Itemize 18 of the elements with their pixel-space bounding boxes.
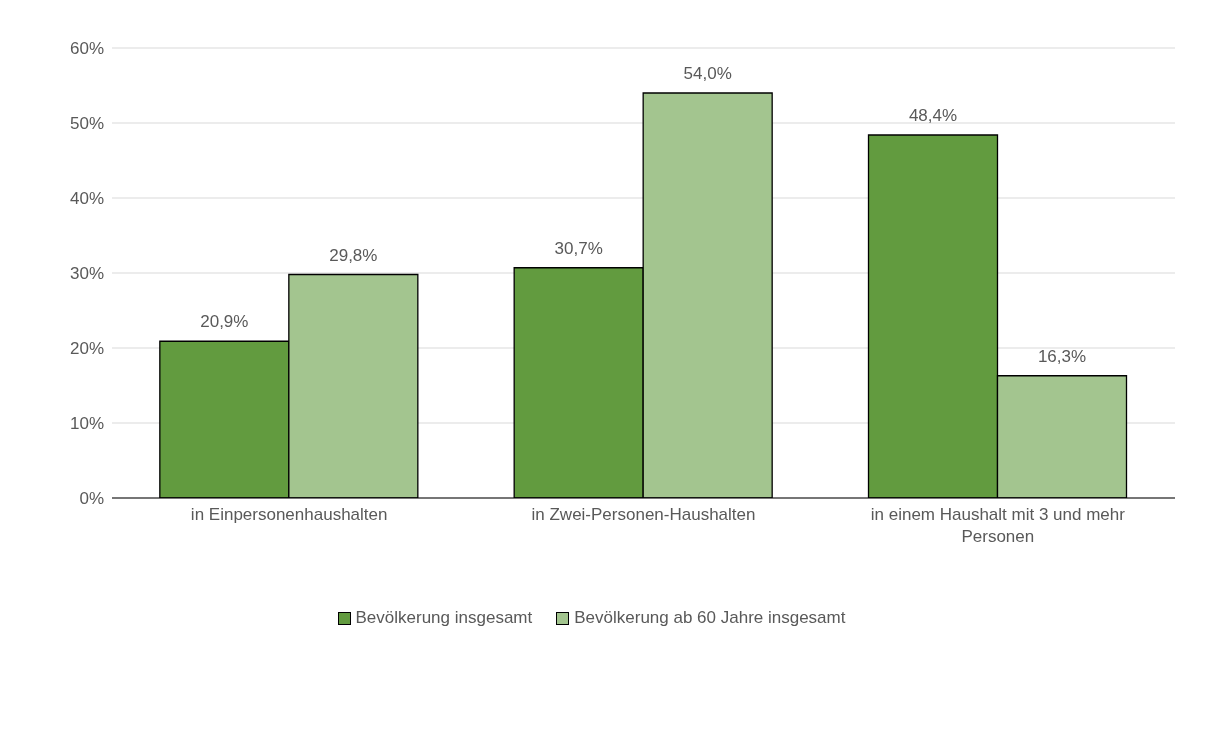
data-label: 30,7% [554,238,603,258]
x-tick-label: in Zwei-Personen-Haushalten [531,505,756,524]
data-label: 48,4% [908,106,958,125]
legend-label: Bevölkerung insgesamt [355,608,533,628]
x-tick-label: in einem Haushalt mit 3 und mehr Personen [870,505,1126,546]
y-tick-label: 40% [69,189,104,209]
data-label: 29,8% [329,245,378,265]
y-tick-label: 20% [69,339,104,359]
data-label: 20,9% [200,312,249,332]
y-tick-label: 60% [69,39,104,59]
y-tick-label: 10% [69,414,104,434]
y-tick-label: 0% [79,489,104,509]
y-tick-label: 30% [69,264,104,284]
data-label: 16,3% [1037,346,1087,366]
data-label: 54,0% [683,64,732,83]
x-tick-label: in Einpersonenhaushalten [190,505,388,524]
y-tick-label: 50% [69,114,104,134]
legend-label: Bevölkerung ab 60 Jahre insgesamt [574,608,846,628]
